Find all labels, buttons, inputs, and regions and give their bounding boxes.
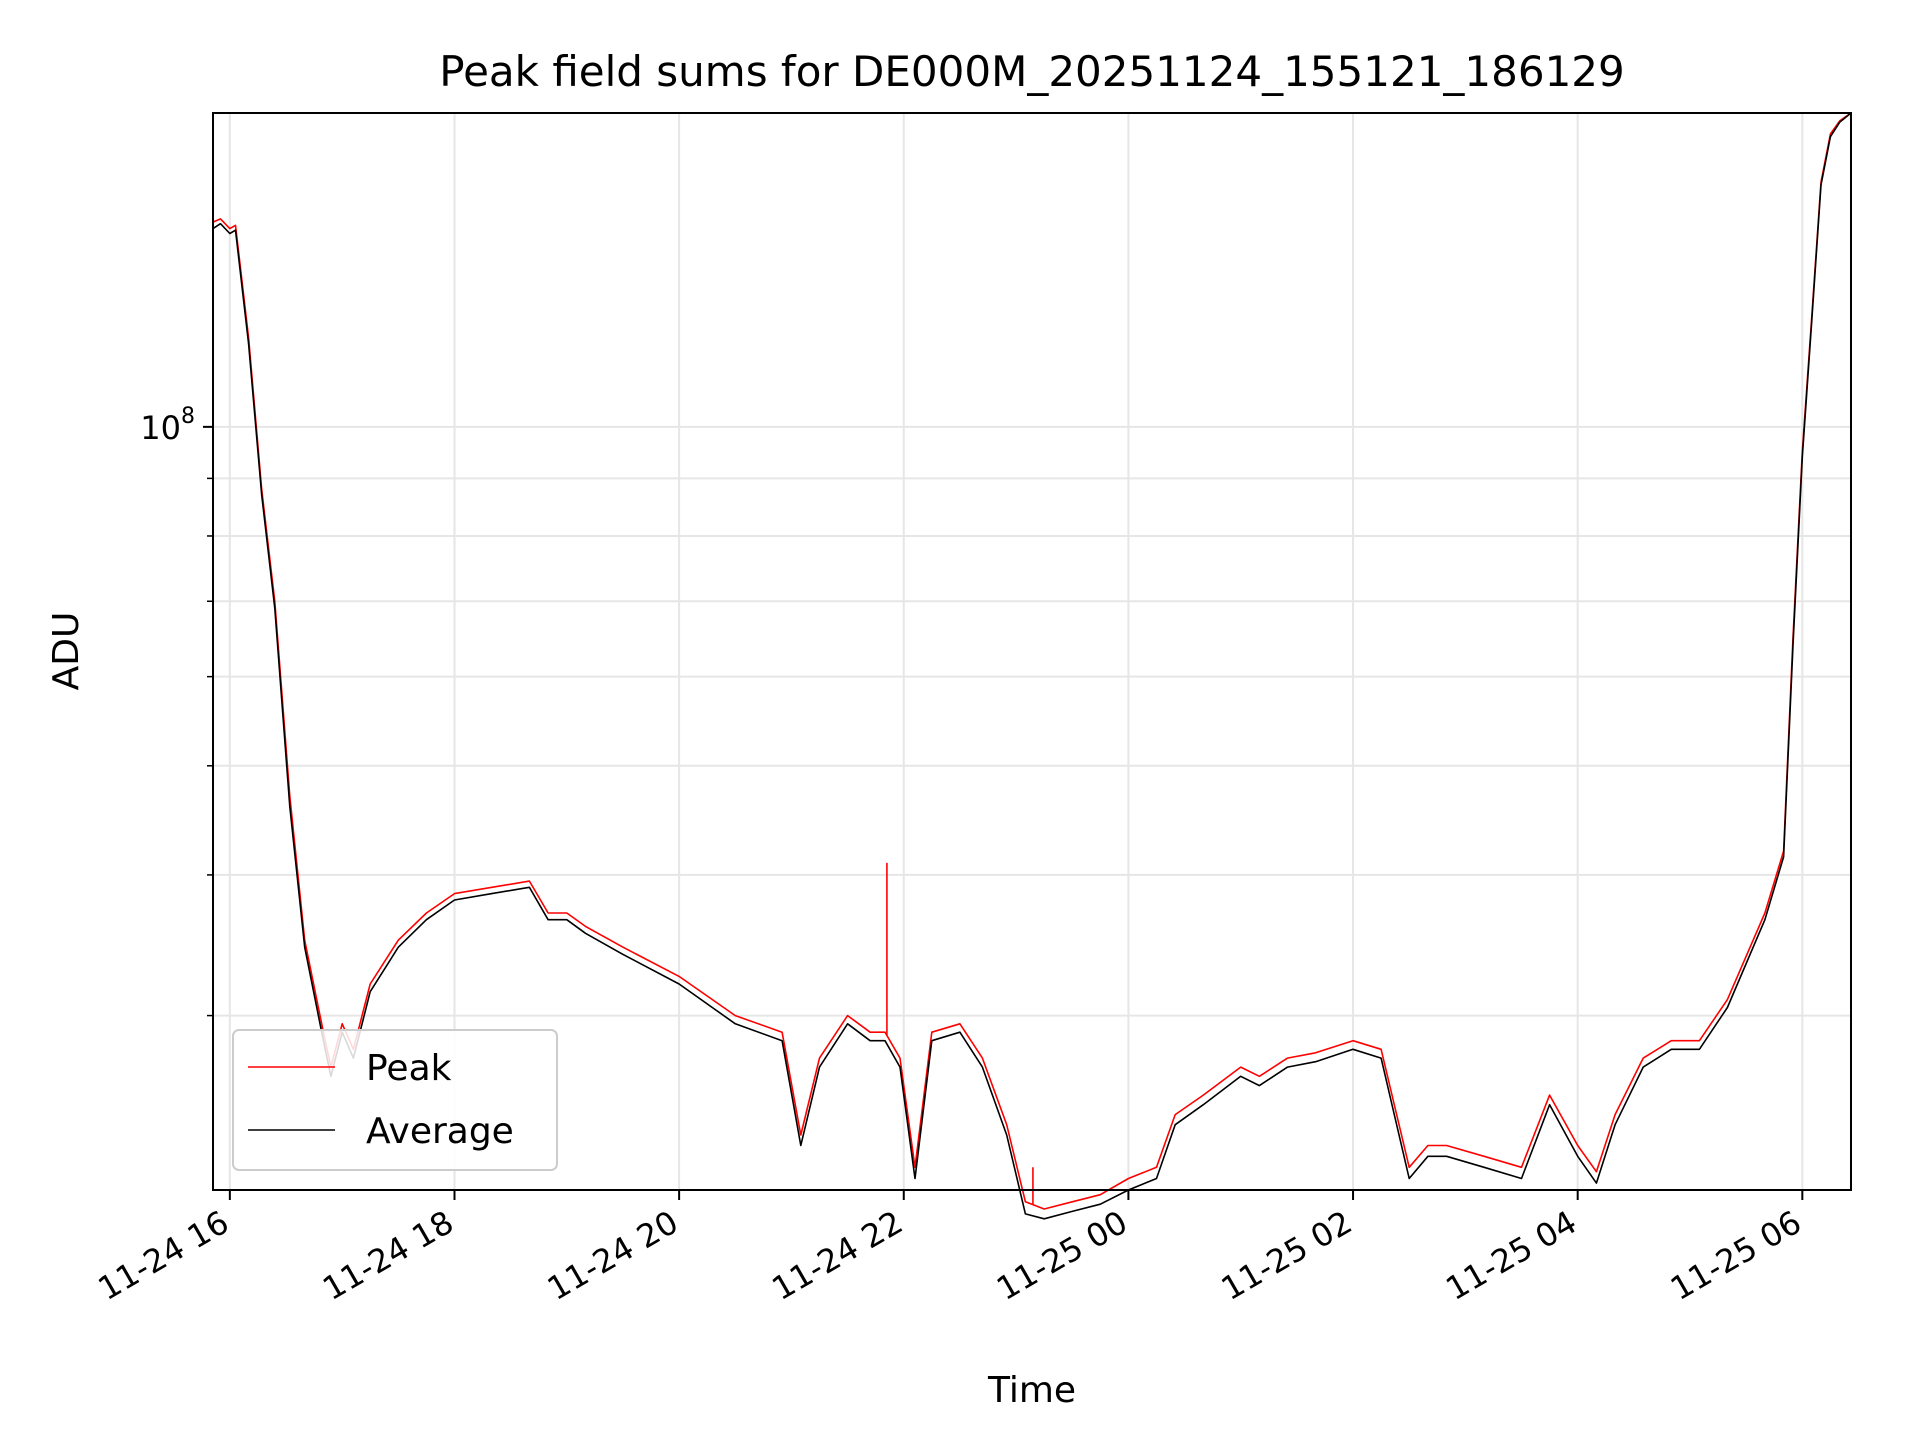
chart-title: Peak field sums for DE000M_20251124_1551… — [439, 47, 1625, 96]
y-axis-label: ADU — [46, 612, 87, 691]
y-tick-label: 108 — [140, 404, 195, 447]
legend-label-peak: Peak — [366, 1048, 452, 1089]
legend: Peak Average — [232, 1029, 558, 1171]
legend-label-average: Average — [366, 1111, 514, 1152]
legend-box — [232, 1029, 558, 1171]
x-axis-label: Time — [987, 1370, 1076, 1411]
plot-frame — [212, 112, 1852, 1191]
grid-lines — [213, 113, 1851, 1190]
y-axis: 108 — [140, 404, 213, 1017]
